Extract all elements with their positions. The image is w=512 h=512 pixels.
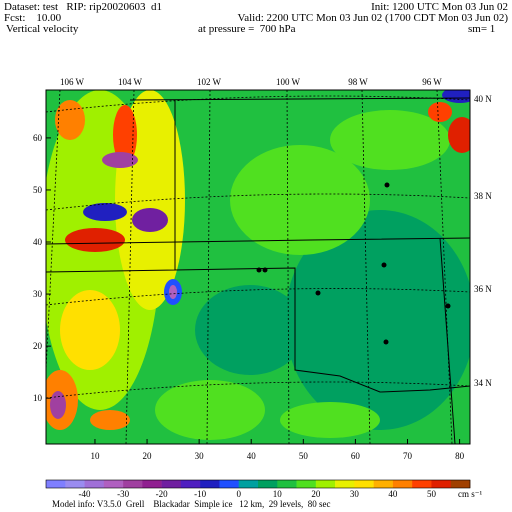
colorbar-label: 0: [236, 489, 241, 499]
colorbar-segment: [258, 480, 278, 488]
field-blobs: [46, 90, 470, 440]
plot-frame: [45, 89, 471, 445]
colorbar-segment: [277, 480, 297, 488]
y-tick-label: 40: [33, 237, 43, 247]
colorbar-label: -10: [194, 489, 206, 499]
colorbar-label: 30: [350, 489, 360, 499]
longitude-label: 96 W: [422, 77, 442, 87]
latitude-label: 34 N: [474, 378, 492, 388]
colorbar-label: -30: [117, 489, 129, 499]
latitude-label: 36 N: [474, 284, 492, 294]
y-tick-label: 10: [33, 393, 43, 403]
fcst-label: Fcst: 10.00: [4, 12, 62, 24]
colorbar-segment: [392, 480, 413, 488]
longitude-label: 106 W: [60, 77, 85, 87]
colorbar-segment: [219, 480, 240, 488]
x-tick-label: 40: [247, 451, 257, 461]
graticule: [46, 90, 470, 444]
x-tick-label: 30: [195, 451, 205, 461]
y-tick-label: 20: [33, 341, 43, 351]
y-tick-label: 30: [33, 289, 43, 299]
colorbar-unit: cm s⁻¹: [458, 489, 482, 499]
colorbar-label: 50: [427, 489, 437, 499]
colorbar-segment: [335, 480, 355, 488]
colorbar-segment: [123, 480, 143, 488]
colorbar: -40 -30 -20 -10 0 10 20 30 40 50 cm s⁻¹: [45, 479, 482, 499]
model-info: Model info: V3.5.0 Grell Blackadar Simpl…: [52, 499, 331, 509]
colorbar-label: 40: [388, 489, 398, 499]
valid-label: Valid: 2200 UTC Mon 03 Jun 02 (1700 CDT …: [237, 12, 508, 24]
x-tick-label: 10: [90, 451, 100, 461]
colorbar-segment: [354, 480, 374, 488]
dataset-label: Dataset: test RIP: rip20020603 d1: [4, 1, 162, 13]
smoothing-label: sm= 1: [468, 23, 495, 35]
colorbar-segment: [65, 480, 85, 488]
colorbar-segment: [238, 480, 259, 488]
colorbar-segment: [161, 480, 182, 488]
colorbar-segment: [180, 480, 201, 488]
x-tick-label: 60: [351, 451, 361, 461]
colorbar-segment: [200, 480, 220, 488]
colorbar-segment: [142, 480, 162, 488]
x-tick-label: 80: [455, 451, 465, 461]
field: [46, 90, 470, 444]
level-label: at pressure = 700 hPa: [198, 23, 296, 35]
colorbar-segment: [103, 480, 124, 488]
cities: [256, 182, 451, 345]
latitude-label: 40 N: [474, 94, 492, 104]
colorbar-segment: [296, 480, 317, 488]
longitude-label: 102 W: [197, 77, 222, 87]
longitude-label: 100 W: [276, 77, 301, 87]
colorbar-segment: [84, 480, 105, 488]
colorbar-label: 10: [273, 489, 283, 499]
latitude-label: 38 N: [474, 191, 492, 201]
x-tick-label: 50: [299, 451, 309, 461]
y-tick-label: 60: [33, 133, 43, 143]
longitude-label: 98 W: [348, 77, 368, 87]
colorbar-label: 20: [311, 489, 321, 499]
colorbar-segment: [431, 480, 452, 488]
colorbar-segment: [46, 480, 66, 488]
colorbar-frame: [45, 479, 471, 489]
colorbar-segment: [412, 480, 432, 488]
state-borders: [46, 97, 470, 444]
colorbar-label: -40: [79, 489, 91, 499]
colorbar-segment: [450, 480, 471, 488]
init-label: Init: 1200 UTC Mon 03 Jun 02: [371, 1, 508, 13]
colorbar-segment: [373, 480, 394, 488]
y-tick-label: 50: [33, 185, 43, 195]
longitude-label: 104 W: [118, 77, 143, 87]
colorbar-label: -20: [156, 489, 168, 499]
x-tick-label: 20: [143, 451, 153, 461]
field-label: Vertical velocity: [6, 23, 79, 35]
colorbar-segment: [315, 480, 336, 488]
x-tick-label: 70: [403, 451, 413, 461]
